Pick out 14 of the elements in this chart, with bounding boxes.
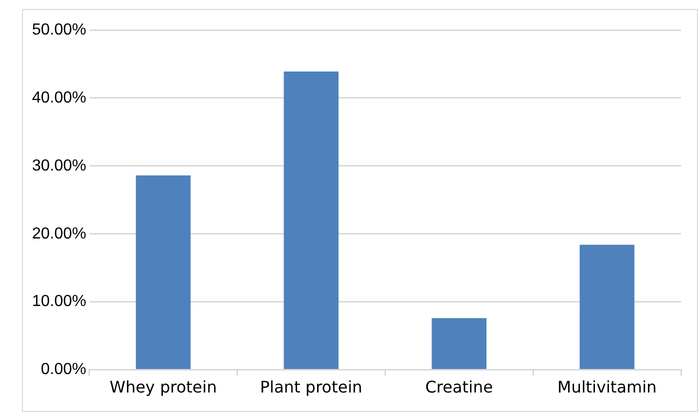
- x-tick-label: Multivitamin: [557, 378, 657, 397]
- y-tick-label: 20.00%: [32, 225, 86, 242]
- x-tick-label: Creatine: [425, 378, 493, 397]
- x-tick-label: Plant protein: [260, 378, 362, 397]
- bar: [432, 318, 486, 370]
- bar: [580, 244, 634, 370]
- y-tick-label: 0.00%: [40, 361, 86, 378]
- y-tick-label: 30.00%: [32, 157, 86, 174]
- y-tick-label: 10.00%: [32, 293, 86, 310]
- x-tick-label: Whey protein: [110, 378, 217, 397]
- bar: [284, 71, 339, 370]
- y-tick-label: 40.00%: [32, 89, 86, 106]
- bar: [136, 175, 191, 370]
- y-tick-label: 50.00%: [32, 21, 86, 38]
